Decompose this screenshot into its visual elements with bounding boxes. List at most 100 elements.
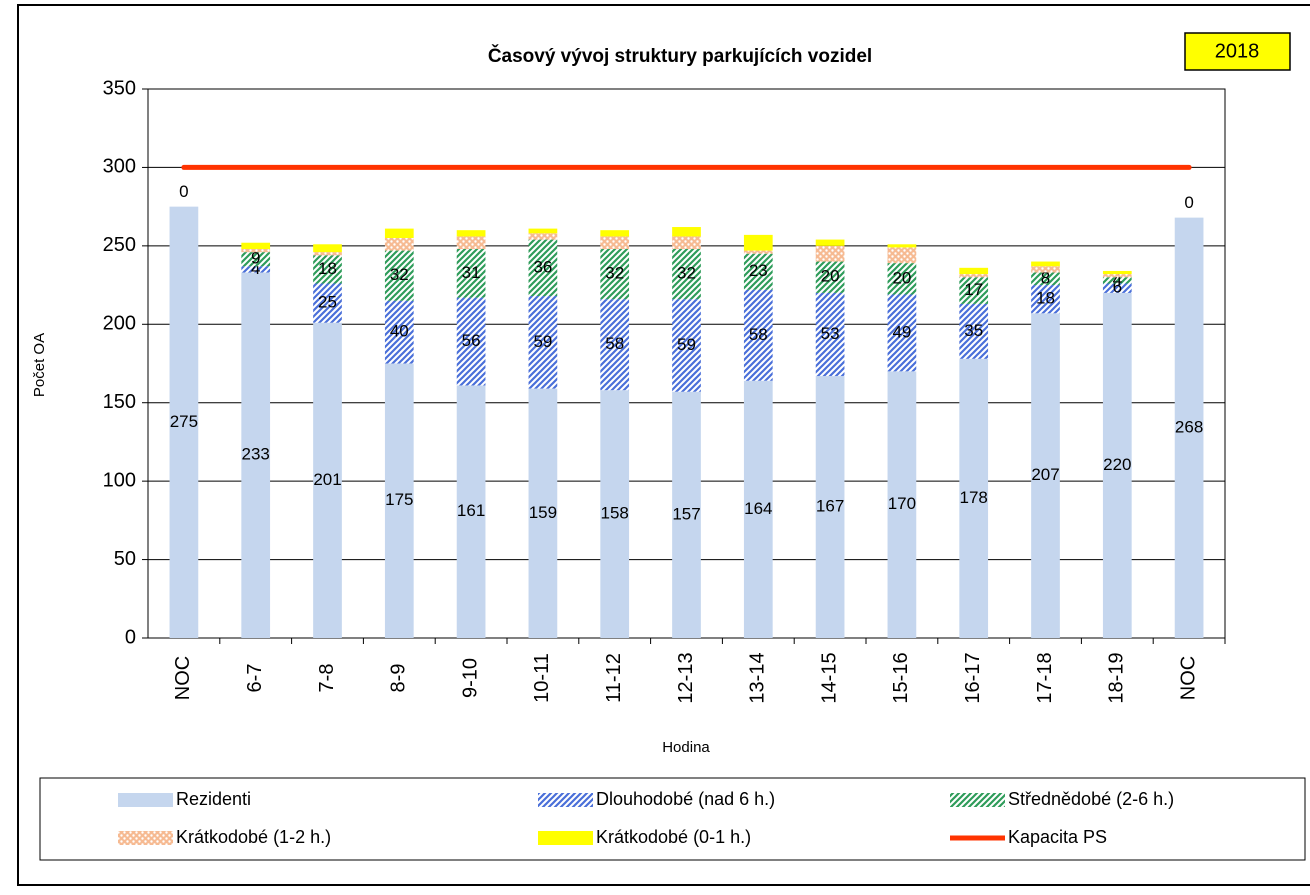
x-tick-label: 7-8: [316, 664, 338, 693]
bar-segment: [1031, 313, 1060, 638]
bar-segment: [241, 272, 271, 638]
bar-segment: [241, 248, 271, 253]
bar-segment: [1031, 266, 1060, 273]
x-tick-label: 14-15: [818, 652, 840, 703]
legend-swatch: [538, 831, 593, 845]
bar-segment: [815, 239, 845, 246]
data-label: 40: [390, 322, 409, 341]
data-label: 25: [318, 293, 337, 312]
data-label: 161: [457, 501, 485, 520]
bar-segment: [887, 247, 917, 264]
legend-swatch: [538, 793, 593, 807]
data-label: 58: [749, 325, 768, 344]
bar-segment: [743, 253, 773, 290]
data-label: 18: [318, 259, 337, 278]
bar-segment: [600, 390, 630, 638]
data-label: 275: [170, 412, 198, 431]
bar-segment: [528, 239, 558, 297]
bar-segment: [600, 230, 630, 237]
data-label: 49: [892, 322, 911, 341]
data-label: 58: [605, 334, 624, 353]
data-label: 56: [462, 331, 481, 350]
bar-segment: [600, 248, 630, 300]
data-label: 167: [816, 497, 844, 516]
data-label: 159: [529, 503, 557, 522]
data-label: 36: [533, 257, 552, 276]
bar-segment: [672, 236, 701, 249]
data-label: 0: [179, 182, 188, 201]
bar-segment: [313, 283, 342, 323]
bar-segment: [241, 252, 271, 267]
data-label: 178: [960, 488, 988, 507]
bar-segment: [456, 385, 486, 638]
bar-segment: [313, 244, 342, 253]
data-label: 158: [601, 504, 629, 523]
data-label: 268: [1175, 417, 1203, 436]
y-tick-label: 100: [103, 469, 136, 491]
legend-label: Kapacita PS: [1008, 827, 1107, 847]
x-tick-label: 8-9: [388, 664, 410, 693]
bar-segment: [528, 296, 558, 389]
bar-segment: [1031, 261, 1060, 267]
x-tick-label: 12-13: [675, 652, 697, 703]
data-label: 18: [1036, 289, 1055, 308]
bar-segment: [815, 245, 845, 262]
bar-segment: [384, 363, 414, 638]
bar-segment: [1031, 285, 1060, 314]
legend-box: [39, 777, 1306, 861]
bar-segment: [672, 248, 701, 300]
y-tick-label: 300: [103, 156, 136, 178]
data-label: 35: [964, 321, 983, 340]
bar-segment: [528, 233, 558, 240]
bar-segment: [456, 248, 486, 298]
bar-segment: [959, 303, 989, 359]
data-label: 23: [749, 261, 768, 280]
bar-segment: [241, 242, 271, 249]
legend-label: Střednědobé (2-6 h.): [1008, 789, 1174, 809]
frame: [17, 4, 1310, 886]
data-label: 157: [672, 504, 700, 523]
bar-segment: [887, 263, 917, 295]
bar-segment: [959, 277, 989, 304]
bar-segment: [600, 236, 630, 249]
x-tick-label: NOC: [1177, 656, 1199, 700]
bar-segment: [672, 391, 701, 638]
bar-segment: [815, 292, 845, 377]
bar-segment: [1102, 270, 1132, 275]
bar-segment: [815, 376, 845, 638]
x-tick-label: 18-19: [1106, 652, 1128, 703]
bar-segment: [241, 266, 271, 273]
y-tick-label: 350: [103, 77, 136, 99]
data-label: 6: [1113, 278, 1122, 297]
data-label: 20: [821, 267, 840, 286]
x-axis-label: Hodina: [662, 739, 710, 756]
bar-segment: [743, 250, 773, 254]
bar-segment: [672, 227, 701, 237]
y-tick-label: 200: [103, 313, 136, 335]
x-tick-label: 10-11: [531, 653, 553, 703]
data-label: 175: [385, 490, 413, 509]
x-tick-label: 11-12: [603, 653, 625, 703]
data-label: 233: [242, 445, 270, 464]
data-label: 53: [821, 324, 840, 343]
data-label: 4: [251, 259, 260, 278]
bar-segment: [313, 255, 342, 284]
bar-segment: [815, 261, 845, 293]
data-label: 220: [1103, 455, 1131, 474]
data-label: 17: [964, 280, 983, 299]
bar-segment: [600, 299, 630, 391]
data-label: 59: [677, 335, 696, 354]
data-label: 164: [744, 499, 772, 518]
data-label: 201: [313, 470, 341, 489]
x-tick-label: 16-17: [962, 652, 984, 703]
data-label: 207: [1031, 465, 1059, 484]
x-tick-label: 6-7: [244, 664, 266, 693]
data-label: 9: [251, 249, 260, 268]
y-tick-label: 50: [114, 548, 136, 570]
bar-segment: [384, 250, 414, 301]
bar-segment: [1102, 283, 1132, 293]
x-tick-label: NOC: [172, 656, 194, 700]
bar-segment: [384, 238, 414, 251]
